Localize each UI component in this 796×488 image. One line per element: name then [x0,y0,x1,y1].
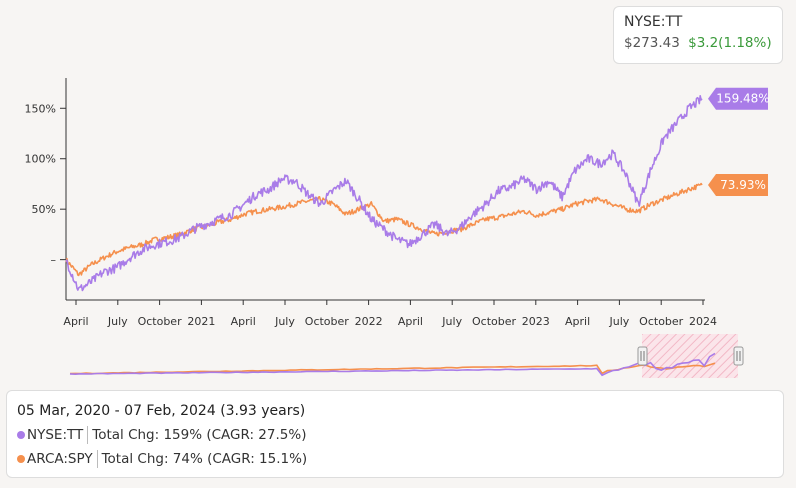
y-tick-label: – [51,254,57,267]
quote-price: $273.43 [624,35,680,51]
quote-change: $3.2(1.18%) [688,35,772,51]
x-tick-label: July [609,315,630,328]
x-tick-label: 2021 [187,315,215,328]
series-line-tt [65,95,703,292]
navigator-handle-right[interactable] [733,346,744,366]
y-tick-label: 50% [32,203,56,216]
separator [87,426,89,444]
summary-symbol-tt: NYSE:TT [27,427,84,443]
x-tick-label: 2022 [355,315,383,328]
y-tick-label: 100% [25,153,56,166]
end-label-bg [708,87,768,110]
series-dot-spy [17,455,25,463]
x-tick-label: October [639,315,683,328]
handle-body [733,346,744,366]
end-label-spy: 73.93% [708,174,768,197]
x-tick-label: October [472,315,516,328]
series-lines [65,95,703,292]
summary-symbol-spy: ARCA:SPY [27,451,93,467]
handle-body [637,346,648,366]
navigator-selection [642,334,738,378]
series-line-spy [65,182,703,277]
quote-box: NYSE:TT $273.43 $3.2(1.18%) [613,6,783,64]
navigator-handle-left[interactable] [637,346,648,366]
y-tick-label: 150% [25,102,56,115]
x-tick-label: April [398,315,423,328]
x-tick-label: April [63,315,88,328]
x-tick-label: October [305,315,349,328]
comparison-chart[interactable]: 150% 100% 50% – April July October 2021 April Jul… [0,0,796,390]
x-tick-label: April [565,315,590,328]
navigator-line-tt [69,352,716,377]
x-tick-label: July [107,315,128,328]
end-label-text: 159.48% [716,92,769,106]
summary-panel: 05 Mar, 2020 - 07 Feb, 2024 (3.93 years)… [6,390,784,478]
summary-row-spy: ARCA:SPY Total Chg: 74% (CAGR: 15.1%) [17,449,773,469]
x-tick-label: October [138,315,182,328]
x-tick-label: 2024 [689,315,717,328]
x-tick-label: 2023 [522,315,550,328]
summary-stat-tt: Total Chg: 159% (CAGR: 27.5%) [92,427,307,443]
series-dot-tt [17,431,25,439]
date-range: 05 Mar, 2020 - 07 Feb, 2024 (3.93 years) [17,403,306,419]
end-label-tt: 159.48% [708,87,770,110]
x-tick-label: April [231,315,256,328]
end-label-bg [708,174,768,197]
series-end-labels: 73.93% 159.48% [708,87,770,197]
x-tick-label: July [274,315,295,328]
quote-symbol: NYSE:TT [624,14,683,30]
end-label-text: 73.93% [720,178,766,192]
range-navigator[interactable] [69,334,744,378]
x-tick-label: July [441,315,462,328]
summary-stat-spy: Total Chg: 74% (CAGR: 15.1%) [101,451,308,467]
separator [96,450,98,468]
axes: 150% 100% 50% – April July October 2021 April Jul… [25,78,717,328]
summary-row-tt: NYSE:TT Total Chg: 159% (CAGR: 27.5%) [17,425,773,445]
